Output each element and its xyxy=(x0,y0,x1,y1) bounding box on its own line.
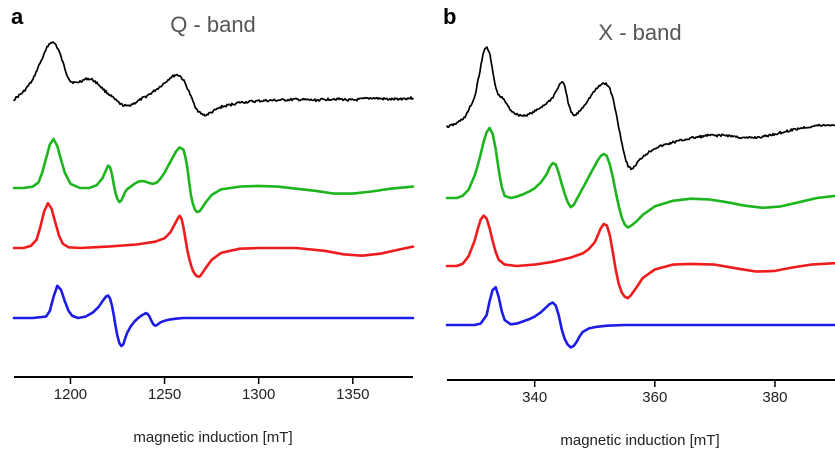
x-tick-label: 1300 xyxy=(242,386,275,403)
panel-a-letter: a xyxy=(11,4,24,29)
x-tick-label: 1350 xyxy=(336,386,369,403)
trace-simulated-component-1 xyxy=(12,201,415,279)
panel-a-ticks: 1200 1250 1300 1350 xyxy=(54,377,369,403)
panel-b-title: X - band xyxy=(598,20,681,45)
panel-b-ticks: 340 360 380 xyxy=(522,380,787,406)
panel-b-letter: b xyxy=(443,4,456,29)
panel-a-q-band: a Q - band 1200 1250 1300 1350 magnetic ind… xyxy=(11,4,415,446)
x-tick-label: 380 xyxy=(762,389,787,406)
panel-b-x-band: b X - band 340 360 380 magnetic induction … xyxy=(443,4,835,449)
x-tick-label: 1250 xyxy=(148,386,181,403)
trace-experimental xyxy=(13,41,414,117)
x-tick-label: 1200 xyxy=(54,386,87,403)
panel-b-traces xyxy=(445,46,835,349)
x-tick-label: 340 xyxy=(522,389,547,406)
panel-a-traces xyxy=(12,41,415,348)
trace-simulated-component-2 xyxy=(445,285,835,349)
trace-simulated-component-1 xyxy=(445,214,835,300)
trace-simulated-total xyxy=(445,126,835,229)
panel-a-title: Q - band xyxy=(170,12,256,37)
trace-simulated-total xyxy=(12,137,415,214)
x-tick-label: 360 xyxy=(642,389,667,406)
trace-simulated-component-2 xyxy=(12,284,415,348)
trace-experimental xyxy=(446,46,835,171)
panel-b-x-axis-label: magnetic induction [mT] xyxy=(560,432,719,449)
panel-a-x-axis-label: magnetic induction [mT] xyxy=(133,429,292,446)
